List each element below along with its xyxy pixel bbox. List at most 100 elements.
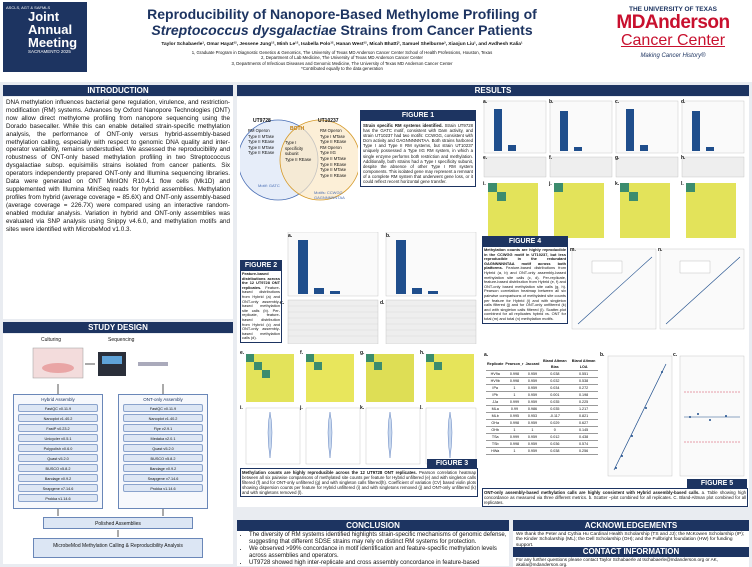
table-row: TSa 0.999 0.959 0.012 0.438: [486, 433, 598, 441]
cell: 0.998: [504, 440, 525, 448]
cell: 1: [504, 426, 525, 434]
figure1: FIGURE 1 Strain specific RM systems iden…: [360, 110, 476, 188]
panel-letter: h.: [420, 350, 425, 356]
contact-text: For any further questions please contact…: [513, 557, 749, 567]
table-row: HWa 1 0.959 0.038 0.256: [486, 447, 598, 455]
tool: BUSCO v5.8.2: [123, 454, 203, 462]
cell: 0.032: [540, 377, 570, 385]
table-row: IPa 1 0.959 0.034 0.272: [486, 384, 598, 392]
panel-letter: i.: [483, 181, 486, 187]
bullets: The diversity of RM systems identified h…: [239, 532, 507, 567]
figure-label: FIGURE 3: [427, 459, 477, 469]
panel-letter: f.: [549, 155, 553, 161]
tool: Flye v2.9.1: [123, 424, 203, 432]
title-line: Reproducibility of Nanopore-Based Methyl…: [147, 6, 537, 22]
tool: FastP v0.23.2: [18, 424, 98, 432]
cell: 0.036: [540, 440, 570, 448]
conclusion: The diversity of RM systems identified h…: [237, 531, 509, 566]
figure-label: FIGURE 1: [361, 111, 475, 121]
step-label: Sequencing: [108, 337, 135, 343]
cell: 0.012: [540, 433, 570, 441]
venn-item: RM Operon: [320, 144, 342, 150]
tool: Prokka v1.14.6: [123, 484, 203, 492]
affiliation: *Contributed equally to the data generat…: [301, 66, 383, 72]
cell: MLa: [486, 405, 505, 413]
cell: 0.038: [540, 370, 570, 378]
tool-list: FastQC v0.11.9 Nanoplot v1.40.2 FastP v0.2…: [14, 404, 102, 502]
tool-list: FastQC v0.11.9 Nanoplot v1.40.2 Flye v2.9.…: [119, 404, 207, 492]
cell: IPa: [486, 384, 505, 392]
cell: 0: [540, 426, 570, 434]
tool: Nanoplot v1.40.2: [123, 414, 203, 422]
cell: 0.272: [569, 384, 598, 392]
column-header: Pearson_r: [504, 358, 525, 371]
caption: a. Table showing high concordance as mea…: [484, 490, 747, 506]
panel-letter: b.: [549, 99, 554, 105]
panel-letter: b.: [386, 233, 391, 239]
caption-bold: Methylation counts are highly reproducib…: [242, 470, 417, 475]
column-header: Replicate: [486, 358, 505, 371]
tool: BUSCO v5.8.2: [18, 464, 98, 472]
affiliation: 2, Department of Lab Medicine, The Unive…: [260, 55, 423, 61]
panel-letter: d.: [380, 300, 385, 306]
panel-letter: j.: [300, 405, 303, 411]
table-row: JJa 0.999 0.959 0.035 0.225: [486, 398, 598, 406]
figure-label: FIGURE 2: [241, 261, 281, 271]
polished-box: Polished Assemblies: [43, 517, 193, 529]
tool: Bandage v0.9.2: [123, 464, 203, 472]
cell: 0.198: [569, 391, 598, 399]
venn: [240, 119, 358, 201]
cell: 0.998: [504, 370, 525, 378]
bullet: We observed >99% concordance in motif id…: [249, 546, 507, 560]
section-heading: CONTACT INFORMATION: [513, 547, 749, 557]
cell: IPb: [486, 391, 505, 399]
cell: 0.959: [524, 433, 541, 441]
table-row: HV9a 0.998 0.959 0.038 0.551: [486, 370, 598, 378]
cell: 0.959: [524, 398, 541, 406]
venn-list: Type I specificity subunit Type II REase: [285, 140, 315, 162]
panel-letter: a.: [288, 233, 293, 239]
cell: 0.959: [524, 370, 541, 378]
tool: Quast v5.2.0: [123, 444, 203, 452]
cell: 0.627: [569, 419, 598, 427]
bullet: UT9728 showed high inter-replicate and c…: [249, 560, 507, 567]
tool: Quast v5.2.0: [18, 454, 98, 462]
cell: 1: [504, 447, 525, 455]
tool: Snapgene v7.14.6: [123, 474, 203, 482]
table-row: MLa 0.99 0.986 0.035 1.217: [486, 405, 598, 413]
ack-text: We thank the Peter and Cythia Hu Cardina…: [513, 531, 749, 548]
panel-letter: l.: [420, 405, 423, 411]
panel-letter: g.: [615, 155, 620, 161]
section-heading: ACKNOWLEDGEMENTS: [513, 520, 749, 531]
cell: 0.034: [540, 384, 570, 392]
section-heading: RESULTS: [237, 85, 749, 96]
section-heading: INTRODUCTION: [3, 85, 233, 96]
title-rest: Strains from Cancer Patients: [340, 22, 533, 38]
logo-md: MDAnderson: [616, 12, 730, 33]
caption: Strain UT9728 has the GATC motif, consis…: [363, 123, 473, 185]
cell: 0.256: [569, 447, 598, 455]
cell: 1: [504, 384, 525, 392]
venn-motif: Motif: GATC: [258, 183, 280, 188]
panel-letter: h.: [681, 155, 686, 161]
cell: HV9b: [486, 377, 505, 385]
cell: 0.959: [524, 447, 541, 455]
table-row: OHa 0.998 0.959 0.029 0.627: [486, 419, 598, 427]
authors: Taylor Schabaerle¹, Omar Hayat¹², Jessen…: [161, 42, 523, 47]
caption: Pearson correlation heatmap between all …: [242, 470, 476, 496]
cell: MLb: [486, 412, 505, 420]
meeting-logo: ASCLS, AGT & SAFMLS Joint Annual Meeting…: [3, 2, 87, 72]
venn-motif: Motifs: CCWGG GAGNNNNNTAA: [314, 190, 345, 200]
step-label: Culturing: [41, 337, 62, 343]
title-italic: Streptococcus dysgalactiae: [151, 22, 337, 38]
venn-list: RM Operon Type II MTase Type II REase Type …: [248, 128, 284, 156]
venn-title: BOTH: [290, 126, 305, 132]
cell: 0.001: [540, 391, 570, 399]
cell: 0.998: [504, 419, 525, 427]
cell: TSa: [486, 433, 505, 441]
column-header: Bland Altman LOA: [569, 358, 598, 371]
final-box: MicrobeMod Methylation Calling & Reprodu…: [33, 538, 203, 558]
tool: FastQC v0.11.9: [18, 404, 98, 412]
meeting-line: Annual: [28, 22, 73, 37]
